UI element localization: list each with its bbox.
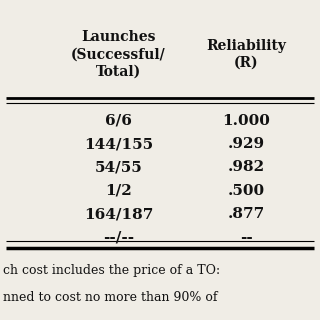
- Text: --: --: [240, 231, 253, 245]
- Text: .929: .929: [228, 137, 265, 151]
- Text: .982: .982: [228, 160, 265, 174]
- Text: --/--: --/--: [103, 231, 134, 245]
- Text: 54/55: 54/55: [94, 160, 142, 174]
- Text: Reliability
(R): Reliability (R): [206, 39, 286, 70]
- Text: 1.000: 1.000: [222, 114, 270, 128]
- Text: 144/155: 144/155: [84, 137, 153, 151]
- Text: 6/6: 6/6: [105, 114, 132, 128]
- Text: nned to cost no more than 90% of: nned to cost no more than 90% of: [3, 291, 218, 304]
- Text: 1/2: 1/2: [105, 184, 132, 198]
- Text: ch cost includes the price of a TO:: ch cost includes the price of a TO:: [3, 264, 220, 277]
- Text: Launches
(Successful/
Total): Launches (Successful/ Total): [71, 30, 166, 79]
- Text: 164/187: 164/187: [84, 207, 153, 221]
- Text: .877: .877: [228, 207, 265, 221]
- Text: .500: .500: [228, 184, 265, 198]
